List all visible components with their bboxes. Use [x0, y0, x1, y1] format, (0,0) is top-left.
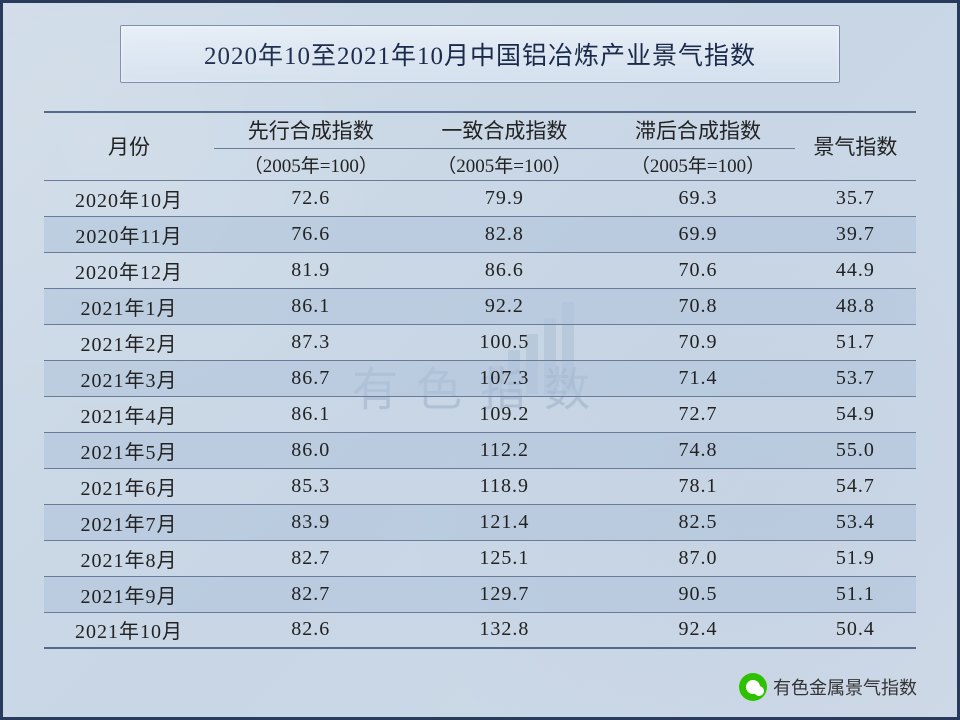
cell-prosperity: 51.1	[795, 576, 916, 612]
cell-prosperity: 53.7	[795, 360, 916, 396]
cell-lagging: 70.9	[601, 324, 795, 360]
cell-coincident: 129.7	[408, 576, 602, 612]
table-row: 2021年9月82.7129.790.551.1	[44, 576, 916, 612]
table-row: 2020年11月76.682.869.939.7	[44, 216, 916, 252]
cell-coincident: 125.1	[408, 540, 602, 576]
table-header: 月份 先行合成指数 一致合成指数 滞后合成指数 景气指数 （2005年=100）…	[44, 112, 916, 180]
cell-lagging: 72.7	[601, 396, 795, 432]
cell-month: 2021年10月	[44, 612, 214, 648]
cell-month: 2021年9月	[44, 576, 214, 612]
cell-lagging: 70.8	[601, 288, 795, 324]
cell-prosperity: 44.9	[795, 252, 916, 288]
cell-month: 2021年2月	[44, 324, 214, 360]
cell-lagging: 71.4	[601, 360, 795, 396]
col-subheader-leading: （2005年=100）	[214, 148, 408, 180]
cell-coincident: 107.3	[408, 360, 602, 396]
cell-prosperity: 55.0	[795, 432, 916, 468]
cell-coincident: 100.5	[408, 324, 602, 360]
cell-lagging: 82.5	[601, 504, 795, 540]
footer-text: 有色金属景气指数	[773, 674, 917, 700]
cell-coincident: 86.6	[408, 252, 602, 288]
cell-month: 2021年7月	[44, 504, 214, 540]
cell-lagging: 74.8	[601, 432, 795, 468]
cell-prosperity: 53.4	[795, 504, 916, 540]
table-row: 2020年12月81.986.670.644.9	[44, 252, 916, 288]
cell-leading: 82.6	[214, 612, 408, 648]
cell-month: 2021年5月	[44, 432, 214, 468]
cell-prosperity: 54.9	[795, 396, 916, 432]
table-row: 2021年7月83.9121.482.553.4	[44, 504, 916, 540]
cell-leading: 85.3	[214, 468, 408, 504]
cell-leading: 86.7	[214, 360, 408, 396]
page-title-banner: 2020年10至2021年10月中国铝冶炼产业景气指数	[120, 25, 840, 83]
col-header-month: 月份	[44, 112, 214, 180]
table-row: 2021年10月82.6132.892.450.4	[44, 612, 916, 648]
cell-month: 2020年12月	[44, 252, 214, 288]
cell-prosperity: 39.7	[795, 216, 916, 252]
table-row: 2021年3月86.7107.371.453.7	[44, 360, 916, 396]
cell-coincident: 112.2	[408, 432, 602, 468]
cell-lagging: 70.6	[601, 252, 795, 288]
cell-coincident: 79.9	[408, 180, 602, 216]
cell-coincident: 109.2	[408, 396, 602, 432]
cell-lagging: 92.4	[601, 612, 795, 648]
cell-coincident: 121.4	[408, 504, 602, 540]
cell-prosperity: 50.4	[795, 612, 916, 648]
table-row: 2021年8月82.7125.187.051.9	[44, 540, 916, 576]
cell-leading: 81.9	[214, 252, 408, 288]
cell-leading: 82.7	[214, 540, 408, 576]
cell-lagging: 87.0	[601, 540, 795, 576]
cell-leading: 87.3	[214, 324, 408, 360]
cell-month: 2021年8月	[44, 540, 214, 576]
table-body: 2020年10月72.679.969.335.72020年11月76.682.8…	[44, 180, 916, 648]
page-title: 2020年10至2021年10月中国铝冶炼产业景气指数	[204, 43, 756, 70]
table-row: 2021年6月85.3118.978.154.7	[44, 468, 916, 504]
cell-lagging: 78.1	[601, 468, 795, 504]
table-row: 2021年1月86.192.270.848.8	[44, 288, 916, 324]
col-header-coincident: 一致合成指数	[408, 112, 602, 148]
footer-credit: 有色金属景气指数	[739, 673, 917, 701]
cell-lagging: 69.9	[601, 216, 795, 252]
cell-leading: 86.0	[214, 432, 408, 468]
cell-leading: 82.7	[214, 576, 408, 612]
cell-leading: 72.6	[214, 180, 408, 216]
cell-coincident: 118.9	[408, 468, 602, 504]
cell-month: 2021年1月	[44, 288, 214, 324]
cell-month: 2020年11月	[44, 216, 214, 252]
cell-leading: 86.1	[214, 288, 408, 324]
cell-coincident: 92.2	[408, 288, 602, 324]
cell-prosperity: 51.7	[795, 324, 916, 360]
col-header-prosperity: 景气指数	[795, 112, 916, 180]
col-subheader-coincident: （2005年=100）	[408, 148, 602, 180]
col-header-leading: 先行合成指数	[214, 112, 408, 148]
cell-leading: 86.1	[214, 396, 408, 432]
cell-month: 2021年3月	[44, 360, 214, 396]
cell-lagging: 69.3	[601, 180, 795, 216]
wechat-icon	[739, 673, 767, 701]
prosperity-index-table: 月份 先行合成指数 一致合成指数 滞后合成指数 景气指数 （2005年=100）…	[44, 111, 916, 649]
table-row: 2021年4月86.1109.272.754.9	[44, 396, 916, 432]
cell-prosperity: 54.7	[795, 468, 916, 504]
cell-leading: 76.6	[214, 216, 408, 252]
cell-coincident: 132.8	[408, 612, 602, 648]
cell-month: 2021年4月	[44, 396, 214, 432]
cell-prosperity: 48.8	[795, 288, 916, 324]
cell-prosperity: 51.9	[795, 540, 916, 576]
col-header-lagging: 滞后合成指数	[601, 112, 795, 148]
table-row: 2020年10月72.679.969.335.7	[44, 180, 916, 216]
cell-leading: 83.9	[214, 504, 408, 540]
table-row: 2021年2月87.3100.570.951.7	[44, 324, 916, 360]
cell-prosperity: 35.7	[795, 180, 916, 216]
cell-lagging: 90.5	[601, 576, 795, 612]
cell-month: 2021年6月	[44, 468, 214, 504]
cell-coincident: 82.8	[408, 216, 602, 252]
table-row: 2021年5月86.0112.274.855.0	[44, 432, 916, 468]
table-container: 有色指数 月份 先行合成指数 一致合成指数 滞后合成指数 景气指数 （2005年…	[44, 111, 916, 649]
cell-month: 2020年10月	[44, 180, 214, 216]
col-subheader-lagging: （2005年=100）	[601, 148, 795, 180]
